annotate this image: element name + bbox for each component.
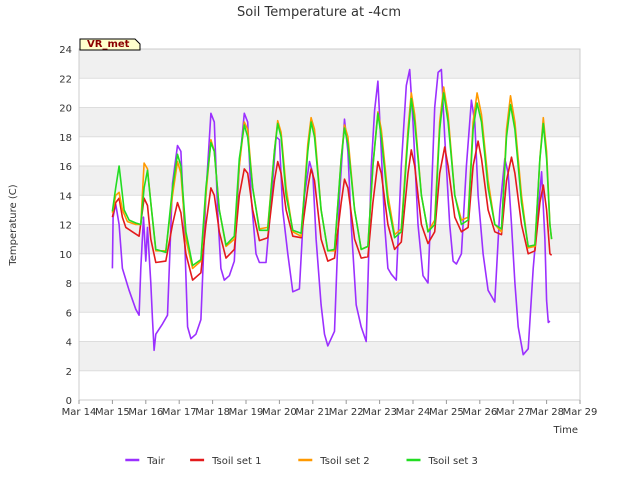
x-tick-label: Mar 26: [462, 407, 497, 418]
plot-band: [79, 312, 580, 342]
y-tick-label: 20: [59, 104, 72, 115]
y-tick-label: 18: [59, 133, 72, 144]
plot-band: [79, 166, 580, 196]
x-tick-label: Mar 22: [329, 407, 364, 418]
legend: Tair Tsoil set 1 Tsoil set 2 Tsoil set 3: [125, 456, 478, 467]
y-axis-title: Temperature (C): [8, 184, 19, 266]
y-tick-label: 24: [59, 45, 72, 56]
y-tick-label: 0: [66, 396, 72, 407]
legend-label-tsoil-set-1: Tsoil set 1: [211, 456, 261, 467]
plot-band: [79, 195, 580, 225]
plot-band: [79, 78, 580, 108]
plot-band: [79, 136, 580, 166]
x-axis-title: Time: [553, 425, 578, 436]
x-tick-label: Mar 29: [563, 407, 598, 418]
x-tick-label: Mar 17: [162, 407, 197, 418]
vr-met-badge-label: VR_met: [87, 39, 130, 50]
x-tick-label: Mar 18: [195, 407, 230, 418]
x-tick-label: Mar 16: [128, 407, 163, 418]
chart-title: Soil Temperature at -4cm: [237, 5, 401, 20]
legend-label-tsoil-set-3: Tsoil set 3: [428, 456, 478, 467]
series-line-tsoil-set-1: [111, 140, 553, 281]
plot-band: [79, 224, 580, 254]
x-tick-label: Mar 19: [229, 407, 264, 418]
y-tick-label: 22: [59, 74, 72, 85]
y-tick-label: 10: [59, 250, 72, 261]
y-tick-label: 14: [59, 191, 72, 202]
y-tick-label: 16: [59, 162, 72, 173]
x-tick-label: Mar 27: [496, 407, 531, 418]
legend-label-tair: Tair: [146, 456, 165, 467]
series-lines: [111, 68, 553, 356]
plot-band: [79, 107, 580, 137]
series-line-tsoil-set-3: [111, 92, 553, 267]
x-tick-label: Mar 15: [95, 407, 130, 418]
vr-met-badge: VR_met: [79, 38, 141, 51]
x-tick-label: Mar 25: [429, 407, 464, 418]
y-tick-label: 6: [66, 308, 72, 319]
y-tick-label: 8: [66, 279, 72, 290]
x-tick-label: Mar 23: [362, 407, 397, 418]
plot-band: [79, 370, 580, 400]
x-tick-label: Mar 20: [262, 407, 297, 418]
x-tick-label: Mar 24: [396, 407, 431, 418]
y-tick-label: 12: [59, 221, 72, 232]
plot-background-bands: [79, 49, 580, 400]
plot-band: [79, 283, 580, 313]
plot-area-border: [78, 48, 581, 401]
plot-band: [79, 341, 580, 371]
y-tick-label: 4: [66, 338, 72, 349]
x-tick-label: Mar 14: [62, 407, 97, 418]
x-tick-label: Mar 28: [529, 407, 564, 418]
x-tick-label: Mar 21: [295, 407, 330, 418]
legend-label-tsoil-set-2: Tsoil set 2: [319, 456, 369, 467]
plot-band: [79, 49, 580, 79]
y-tick-label: 2: [66, 367, 72, 378]
